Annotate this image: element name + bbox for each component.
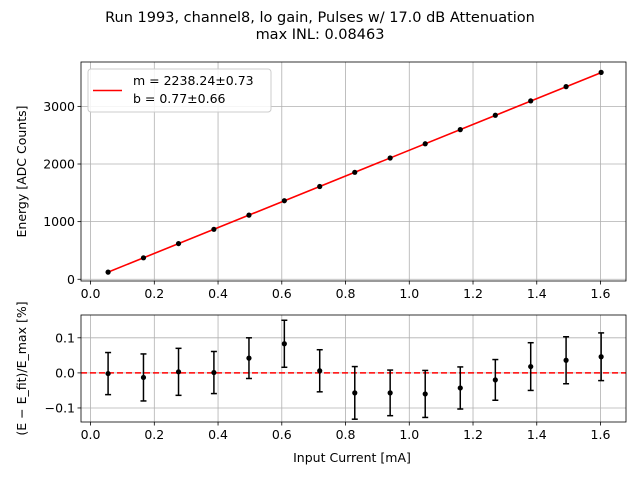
- top-data-point: [528, 98, 534, 104]
- top-data-point: [563, 84, 569, 90]
- top-data-point: [246, 212, 252, 218]
- top-x-tick-label: 0.8: [336, 286, 356, 301]
- top-data-point: [598, 69, 604, 75]
- residual-point: [140, 374, 147, 381]
- top-y-tick-label: 0: [67, 272, 75, 287]
- residual-point: [457, 385, 463, 391]
- top-y-tick-label: 3000: [43, 99, 75, 114]
- title-line-2: max INL: 0.08463: [256, 27, 385, 43]
- bottom-x-tick-label: 0.8: [336, 427, 356, 442]
- bottom-x-tick-label: 1.6: [591, 427, 611, 442]
- bottom-y-tick-label: 0.0: [55, 365, 75, 380]
- residual-point: [422, 391, 428, 397]
- top-data-point: [211, 226, 217, 232]
- top-x-tick-label: 0.0: [81, 286, 101, 301]
- top-data-point: [140, 255, 147, 261]
- bottom-plot-area: [81, 315, 626, 422]
- top-x-tick-label: 1.4: [527, 286, 547, 301]
- bottom-x-tick-label: 1.0: [399, 427, 419, 442]
- legend-slope-text: m = 2238.24±0.73: [133, 73, 254, 88]
- top-panel: 0.0 0.2 0.4 0.6 0.8 1.0 1.2 1.4 1.6 0 1000 2000 300…: [14, 61, 627, 301]
- bottom-y-ticks: −0.1 0.0 0.1: [45, 330, 81, 415]
- legend-intercept-text: b = 0.77±0.66: [133, 91, 226, 106]
- top-data-point: [492, 112, 498, 118]
- bottom-points: [105, 341, 604, 397]
- residual-point: [492, 377, 498, 383]
- top-data-point: [387, 155, 393, 161]
- legend: m = 2238.24±0.73 b = 0.77±0.66: [87, 68, 272, 113]
- top-x-tick-label: 1.0: [399, 286, 419, 301]
- bottom-x-tick-label: 0.2: [144, 427, 164, 442]
- top-data-point: [281, 198, 287, 204]
- top-data-point: [352, 169, 358, 175]
- top-data-point: [317, 183, 323, 190]
- title-line-1: Run 1993, channel8, lo gain, Pulses w/ 1…: [105, 10, 535, 26]
- top-data-point: [457, 127, 463, 133]
- top-x-tick-label: 0.4: [208, 286, 228, 301]
- bottom-x-axis-label: Input Current [mA]: [293, 450, 411, 465]
- residual-point: [528, 363, 534, 370]
- residual-point: [246, 355, 252, 361]
- bottom-x-tick-label: 1.4: [527, 427, 547, 442]
- legend-box: [87, 68, 272, 113]
- bottom-x-tick-label: 0.4: [208, 427, 228, 442]
- top-x-tick-label: 1.6: [591, 286, 611, 301]
- residual-point: [598, 354, 604, 360]
- top-y-tick-label: 2000: [43, 157, 75, 172]
- bottom-panel: 0.0 0.2 0.4 0.6 0.8 1.0 1.2 1.4 1.6 −0.1 0.0 0.1 I…: [14, 301, 627, 465]
- residual-point: [352, 390, 358, 396]
- top-points: [105, 69, 604, 275]
- bottom-x-tick-label: 0.6: [272, 427, 292, 442]
- top-x-tick-label: 0.6: [272, 286, 292, 301]
- residual-point: [211, 369, 217, 376]
- bottom-y-tick-label: 0.1: [55, 330, 75, 345]
- top-data-point: [105, 269, 111, 275]
- bottom-x-tick-label: 1.2: [463, 427, 483, 442]
- top-x-ticks: 0.0 0.2 0.4 0.6 0.8 1.0 1.2 1.4 1.6: [81, 281, 611, 301]
- bottom-x-ticks: 0.0 0.2 0.4 0.6 0.8 1.0 1.2 1.4 1.6: [81, 422, 611, 442]
- residual-point: [563, 357, 569, 363]
- bottom-x-tick-label: 0.0: [81, 427, 101, 442]
- top-y-axis-label: Energy [ADC Counts]: [14, 105, 29, 237]
- top-axes-frame: [80, 61, 627, 282]
- top-y-tick-label: 1000: [43, 214, 75, 229]
- residual-point: [105, 370, 111, 377]
- top-x-tick-label: 1.2: [463, 286, 483, 301]
- top-data-point: [175, 240, 182, 247]
- residual-point: [387, 390, 393, 396]
- top-y-ticks: 0 1000 2000 3000: [43, 99, 81, 287]
- bottom-y-axis-label: (E − E_fit)/E_max [%]: [14, 301, 29, 435]
- top-data-point: [422, 141, 428, 147]
- residual-point: [317, 368, 323, 374]
- top-x-tick-label: 0.2: [144, 286, 164, 301]
- residual-point: [281, 341, 287, 347]
- bottom-y-tick-label: −0.1: [45, 400, 75, 415]
- bottom-axes-frame: [80, 314, 627, 423]
- residual-point: [175, 369, 182, 375]
